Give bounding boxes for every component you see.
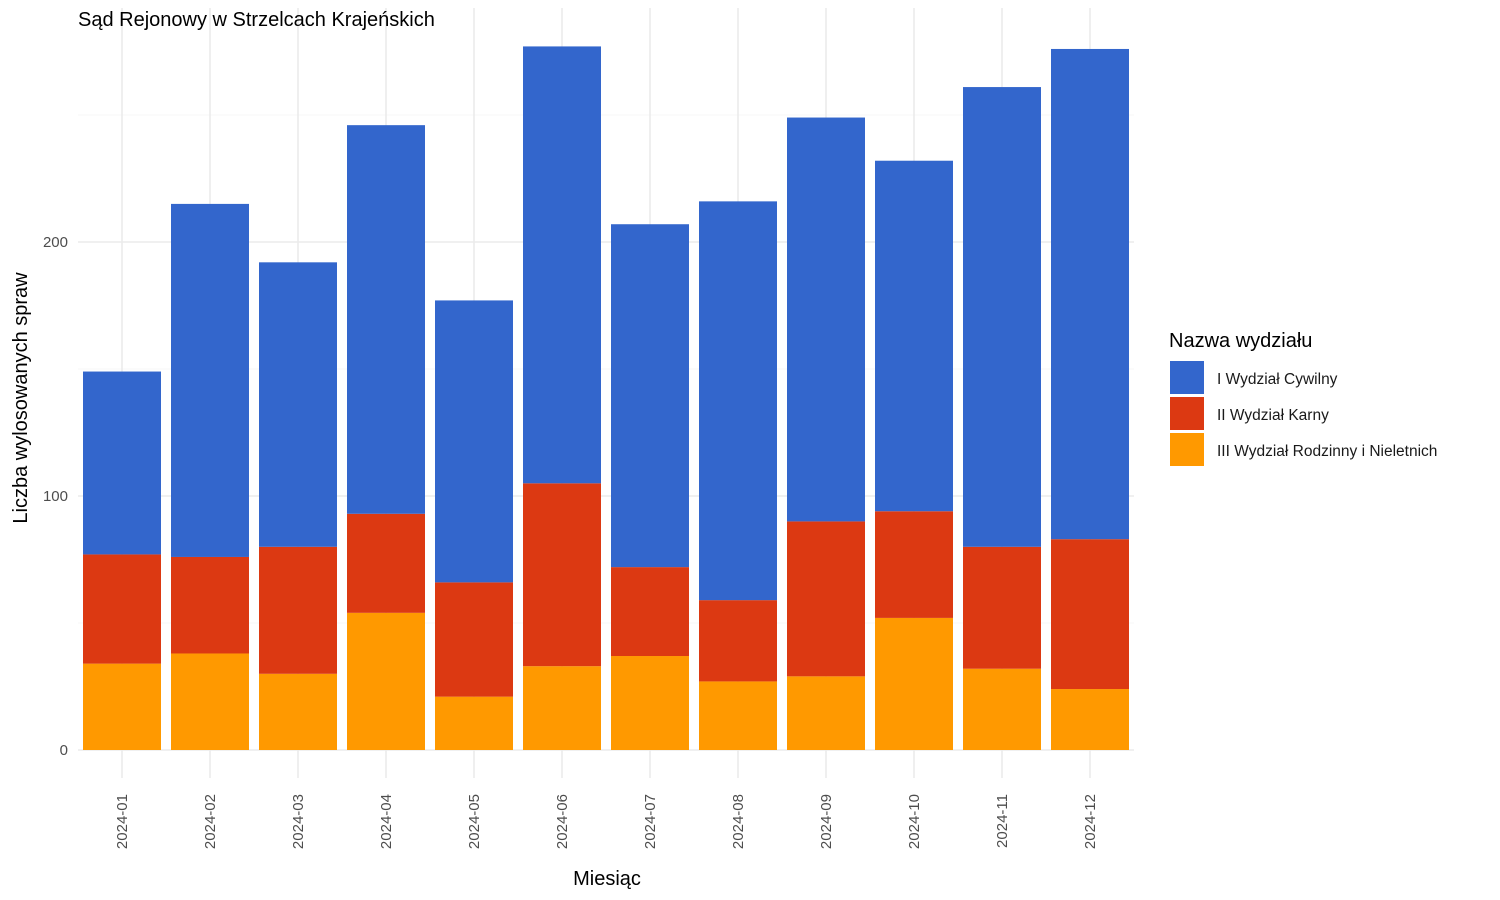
legend-key	[1170, 433, 1204, 466]
x-tick-label: 2024-06	[554, 794, 571, 849]
x-tick-label: 2024-08	[730, 794, 747, 849]
x-tick-label: 2024-11	[994, 794, 1011, 848]
bar-segment	[171, 653, 249, 750]
legend-label: III Wydział Rodzinny i Nieletnich	[1217, 443, 1437, 460]
bar-segment	[83, 554, 161, 663]
bar-segment	[963, 669, 1041, 750]
bar-segment	[611, 224, 689, 567]
bar-segment	[875, 161, 953, 512]
legend-label: I Wydział Cywilny	[1217, 371, 1338, 388]
x-tick-label: 2024-02	[202, 794, 219, 849]
bar-segment	[787, 521, 865, 676]
bar-segment	[963, 547, 1041, 669]
bar-segment	[1051, 539, 1129, 689]
x-axis-title: Miesiąc	[573, 868, 641, 890]
chart-container: 0 100 200 2024-01 2024-02 2024-03 2024-04 2024…	[0, 0, 1500, 900]
bars	[83, 46, 1129, 750]
bar-segment	[171, 557, 249, 654]
bar-segment	[83, 664, 161, 750]
bar-segment	[787, 118, 865, 522]
bar-segment	[259, 674, 337, 750]
x-tick-label: 2024-04	[378, 794, 395, 849]
bar-segment	[435, 300, 513, 582]
bar-segment	[347, 613, 425, 750]
x-tick-label: 2024-07	[642, 794, 659, 849]
legend: Nazwa wydziału I Wydział Cywilny II Wydzi…	[1169, 330, 1437, 466]
bar-segment	[259, 547, 337, 674]
bar-segment	[171, 204, 249, 557]
legend-key	[1170, 361, 1204, 394]
x-tick-label: 2024-03	[290, 794, 307, 849]
bar-segment	[523, 666, 601, 750]
bar-segment	[1051, 689, 1129, 750]
stacked-bar-chart: 0100200 2024-01 2024-02 2024-03 2024-04 2024…	[0, 0, 1500, 900]
y-tick-label: 0	[60, 742, 68, 759]
chart-title: Sąd Rejonowy w Strzelcach Krajeńskich	[78, 9, 435, 31]
legend-label: II Wydział Karny	[1217, 407, 1329, 424]
legend-title: Nazwa wydziału	[1169, 330, 1312, 352]
bar-segment	[611, 567, 689, 656]
bar-segment	[963, 87, 1041, 547]
x-tick-label: 2024-12	[1082, 794, 1099, 849]
bar-segment	[347, 514, 425, 613]
bar-segment	[699, 600, 777, 681]
y-tick-label: 200	[43, 234, 68, 251]
x-tick-label: 2024-01	[114, 794, 131, 849]
bar-segment	[347, 125, 425, 514]
legend-key	[1170, 397, 1204, 430]
bar-segment	[523, 483, 601, 666]
bar-segment	[699, 681, 777, 750]
bar-segment	[435, 582, 513, 696]
x-tick-label: 2024-05	[466, 794, 483, 849]
bar-segment	[875, 618, 953, 750]
bar-segment	[611, 656, 689, 750]
bar-segment	[523, 46, 601, 483]
bar-segment	[259, 262, 337, 546]
x-tick-label: 2024-10	[906, 794, 923, 849]
x-tick-label: 2024-09	[818, 794, 835, 849]
y-axis-title: Liczba wylosowanych spraw	[10, 272, 32, 524]
bar-segment	[83, 372, 161, 555]
y-axis-ticks: 0 100 200	[43, 234, 68, 759]
bar-segment	[699, 201, 777, 600]
bar-segment	[875, 511, 953, 618]
bar-segment	[787, 676, 865, 750]
x-axis-ticks: 2024-01 2024-02 2024-03 2024-04 2024-05 2024-…	[114, 794, 1099, 849]
bar-segment	[435, 697, 513, 750]
bar-segment	[1051, 49, 1129, 539]
y-tick-label: 100	[43, 488, 68, 505]
